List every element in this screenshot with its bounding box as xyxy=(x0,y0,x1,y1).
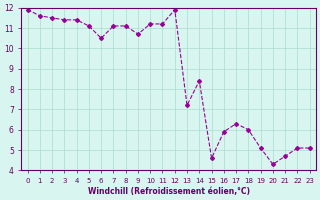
X-axis label: Windchill (Refroidissement éolien,°C): Windchill (Refroidissement éolien,°C) xyxy=(88,187,250,196)
